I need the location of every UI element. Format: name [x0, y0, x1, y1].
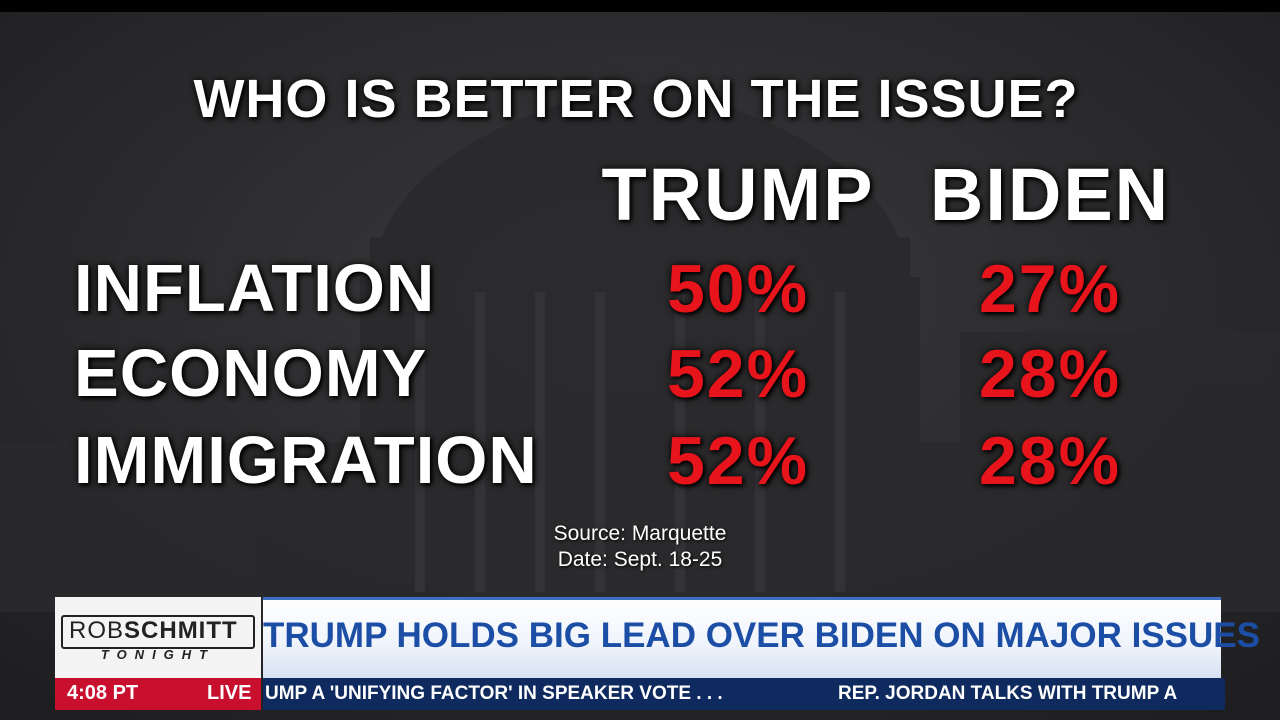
time-box: 4:08 PT LIVE [55, 678, 261, 710]
date: Date: Sept. 18-25 [557, 548, 723, 571]
row-label: ECONOMY [74, 336, 428, 411]
show-logo: ROBSCHMITT TONIGHT [55, 597, 261, 678]
headline-box: TRUMP HOLDS BIG LEAD OVER BIDEN ON MAJOR… [263, 597, 1260, 678]
row-label: INFLATION [74, 251, 436, 326]
logo-text: ROBSCHMITT [69, 617, 238, 645]
logo-frame [61, 615, 255, 649]
title: WHO IS BETTER ON THE ISSUE? [193, 69, 1079, 129]
value: 28% [978, 423, 1122, 499]
logo-light: ROB [69, 617, 125, 644]
background [0, 12, 1280, 720]
logo-bold: SCHMITT [124, 617, 238, 644]
ticker: UMP A 'UNIFYING FACTOR' IN SPEAKER VOTE … [263, 678, 1225, 710]
column-header: TRUMP [601, 153, 875, 236]
headline: TRUMP HOLDS BIG LEAD OVER BIDEN ON MAJOR… [263, 616, 1260, 655]
ticker-item: UMP A 'UNIFYING FACTOR' IN SPEAKER VOTE … [265, 683, 723, 704]
live: LIVE [207, 682, 252, 704]
column-header: BIDEN [929, 153, 1171, 236]
time: 4:08 PT [67, 682, 139, 704]
ticker-item: REP. JORDAN TALKS WITH TRUMP A [838, 683, 1178, 704]
value: 52% [666, 423, 810, 499]
logo-tagline: TONIGHT [100, 647, 216, 662]
row-label: IMMIGRATION [74, 423, 538, 498]
source: Source: Marquette [553, 522, 727, 545]
value: 52% [666, 336, 810, 412]
value: 50% [666, 251, 810, 327]
value: 28% [978, 336, 1122, 412]
value: 27% [978, 251, 1122, 327]
